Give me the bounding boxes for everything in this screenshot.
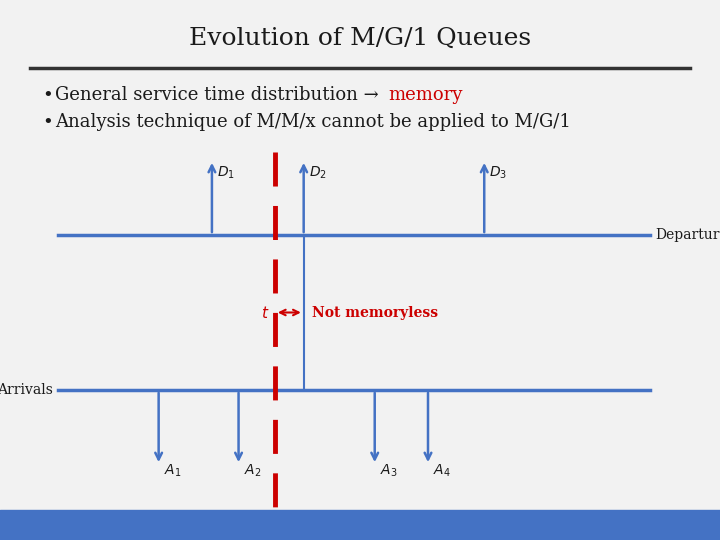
Text: $D_3$: $D_3$ [490, 165, 508, 181]
Text: $A_4$: $A_4$ [433, 463, 451, 480]
Text: •: • [42, 113, 53, 131]
Text: $D_1$: $D_1$ [217, 165, 235, 181]
Text: Analysis technique of M/M/x cannot be applied to M/G/1: Analysis technique of M/M/x cannot be ap… [55, 113, 571, 131]
Text: Communication Networks: Communication Networks [277, 518, 443, 531]
Text: $t$: $t$ [261, 305, 269, 321]
Text: General service time distribution →: General service time distribution → [55, 86, 384, 104]
Text: 4: 4 [692, 518, 700, 531]
Text: Departures: Departures [655, 228, 720, 242]
Text: memory: memory [388, 86, 462, 104]
Text: $D_2$: $D_2$ [309, 165, 327, 181]
Text: $A_2$: $A_2$ [243, 463, 261, 480]
Text: $A_1$: $A_1$ [163, 463, 181, 480]
Text: Arrivals: Arrivals [0, 383, 53, 397]
Text: •: • [42, 86, 53, 104]
Text: $A_3$: $A_3$ [379, 463, 397, 480]
Text: Evolution of M/G/1 Queues: Evolution of M/G/1 Queues [189, 26, 531, 50]
Text: Not memoryless: Not memoryless [312, 306, 438, 320]
